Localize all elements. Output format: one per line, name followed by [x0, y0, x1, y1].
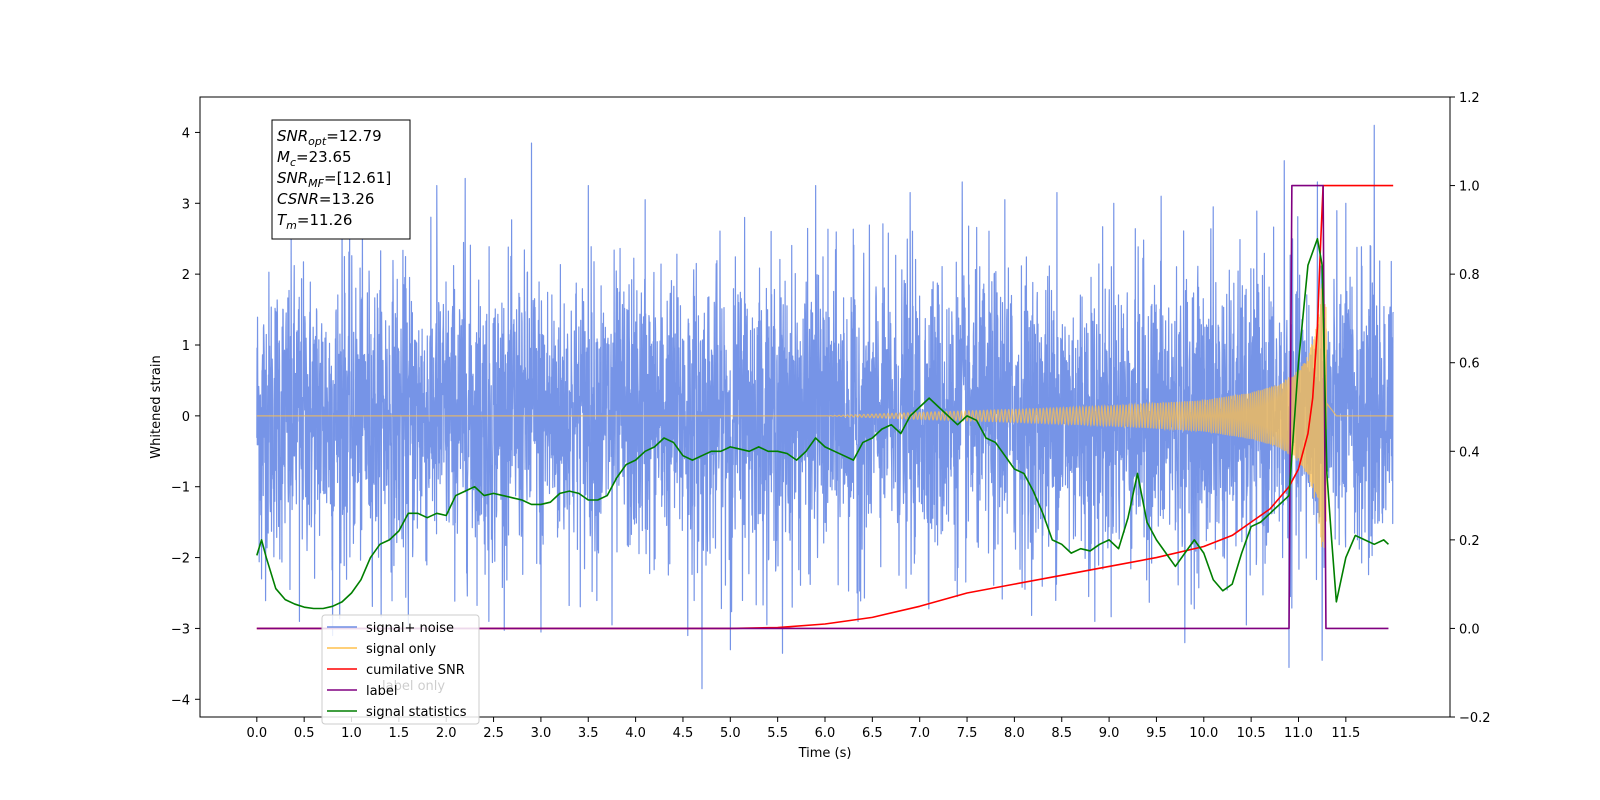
- y-left-tick-label: −3: [171, 622, 190, 637]
- stats-line: SNRopt=12.79: [277, 127, 382, 148]
- x-tick-label: 0.5: [294, 726, 315, 741]
- y-right-tick-label: 0.2: [1459, 534, 1480, 549]
- y-left-tick-label: 0: [182, 410, 190, 425]
- y-left-tick-label: −4: [171, 693, 190, 708]
- legend: label only signal+ noise signal only cumil…: [321, 614, 480, 725]
- x-tick-label: 9.5: [1146, 726, 1167, 741]
- x-tick-label: 7.0: [909, 726, 930, 741]
- x-tick-label: 4.0: [625, 726, 646, 741]
- legend-label: signal+ noise: [366, 621, 454, 636]
- y-left-tick-label: 1: [182, 339, 190, 354]
- legend-hidden-label: label only: [382, 679, 445, 694]
- legend-label: label: [366, 684, 397, 699]
- stats-line: SNRMF=[12.61]: [277, 169, 391, 190]
- y-left-tick-label: −2: [171, 552, 190, 567]
- legend-label: cumilative SNR: [366, 663, 465, 678]
- x-tick-label: 6.5: [862, 726, 883, 741]
- series-signal-noise: [256, 124, 1394, 690]
- y-left-tick-label: −1: [171, 481, 190, 496]
- y-right-tick-label: 0.4: [1459, 445, 1480, 460]
- y-left-tick-label: 2: [182, 268, 190, 283]
- stats-box: SNRopt=12.79Mc=23.65SNRMF=[12.61]CSNR=13…: [271, 119, 411, 240]
- x-tick-label: 2.5: [483, 726, 504, 741]
- x-tick-label: 8.5: [1051, 726, 1072, 741]
- series-cumulative-snr: [256, 184, 1394, 630]
- x-tick-label: 2.0: [436, 726, 457, 741]
- y-right-tick-label: 1.2: [1459, 91, 1480, 106]
- x-tick-label: 5.0: [720, 726, 741, 741]
- y-axis-right: −0.2 0.0 0.2 0.4 0.6 0.8 1.0 1.2: [1450, 91, 1491, 726]
- y-right-tick-label: 0.6: [1459, 357, 1480, 372]
- x-tick-label: 10.0: [1189, 726, 1218, 741]
- x-tick-label: 9.0: [1099, 726, 1120, 741]
- series-signal-only: [256, 271, 1394, 548]
- x-axis: 0.0 0.5 1.0 1.5 2.0 2.5 3.0 3.5 4.0 4.5 5.0 5.5 6.0 6…: [246, 717, 1360, 741]
- y-right-tick-label: 0.8: [1459, 268, 1480, 283]
- y-left-tick-label: 3: [182, 197, 190, 212]
- x-tick-label: 0.0: [246, 726, 267, 741]
- legend-frame: [321, 614, 480, 725]
- x-tick-label: 1.5: [389, 726, 410, 741]
- x-tick-label: 1.0: [341, 726, 362, 741]
- x-tick-label: 8.0: [1004, 726, 1025, 741]
- legend-label: signal statistics: [366, 705, 467, 720]
- series-label: [256, 184, 1389, 630]
- y-right-tick-label: 1.0: [1459, 180, 1480, 195]
- x-tick-label: 7.5: [957, 726, 978, 741]
- x-tick-label: 11.5: [1331, 726, 1360, 741]
- x-tick-label: 3.0: [531, 726, 552, 741]
- y-axis-left: −4 −3 −2 −1 0 1 2 3 4: [171, 126, 200, 708]
- legend-label: signal only: [366, 642, 436, 657]
- y-right-tick-label: 0.0: [1459, 622, 1480, 637]
- series-signal-statistics: [256, 237, 1389, 610]
- x-tick-label: 5.5: [767, 726, 788, 741]
- stats-box-frame: [271, 119, 411, 240]
- x-axis-title: Time (s): [798, 746, 852, 761]
- y-axis-title: Whitened strain: [149, 355, 164, 458]
- x-tick-label: 6.0: [815, 726, 836, 741]
- stats-line: Tm=11.26: [277, 211, 352, 232]
- x-tick-label: 11.0: [1284, 726, 1313, 741]
- y-right-tick-label: −0.2: [1459, 711, 1491, 726]
- stats-line: CSNR=13.26: [277, 190, 374, 208]
- x-tick-label: 10.5: [1237, 726, 1266, 741]
- x-tick-label: 3.5: [578, 726, 599, 741]
- stats-line: Mc=23.65: [277, 148, 352, 169]
- series-layer: [256, 124, 1394, 690]
- y-left-tick-label: 4: [182, 126, 190, 141]
- x-tick-label: 4.5: [673, 726, 694, 741]
